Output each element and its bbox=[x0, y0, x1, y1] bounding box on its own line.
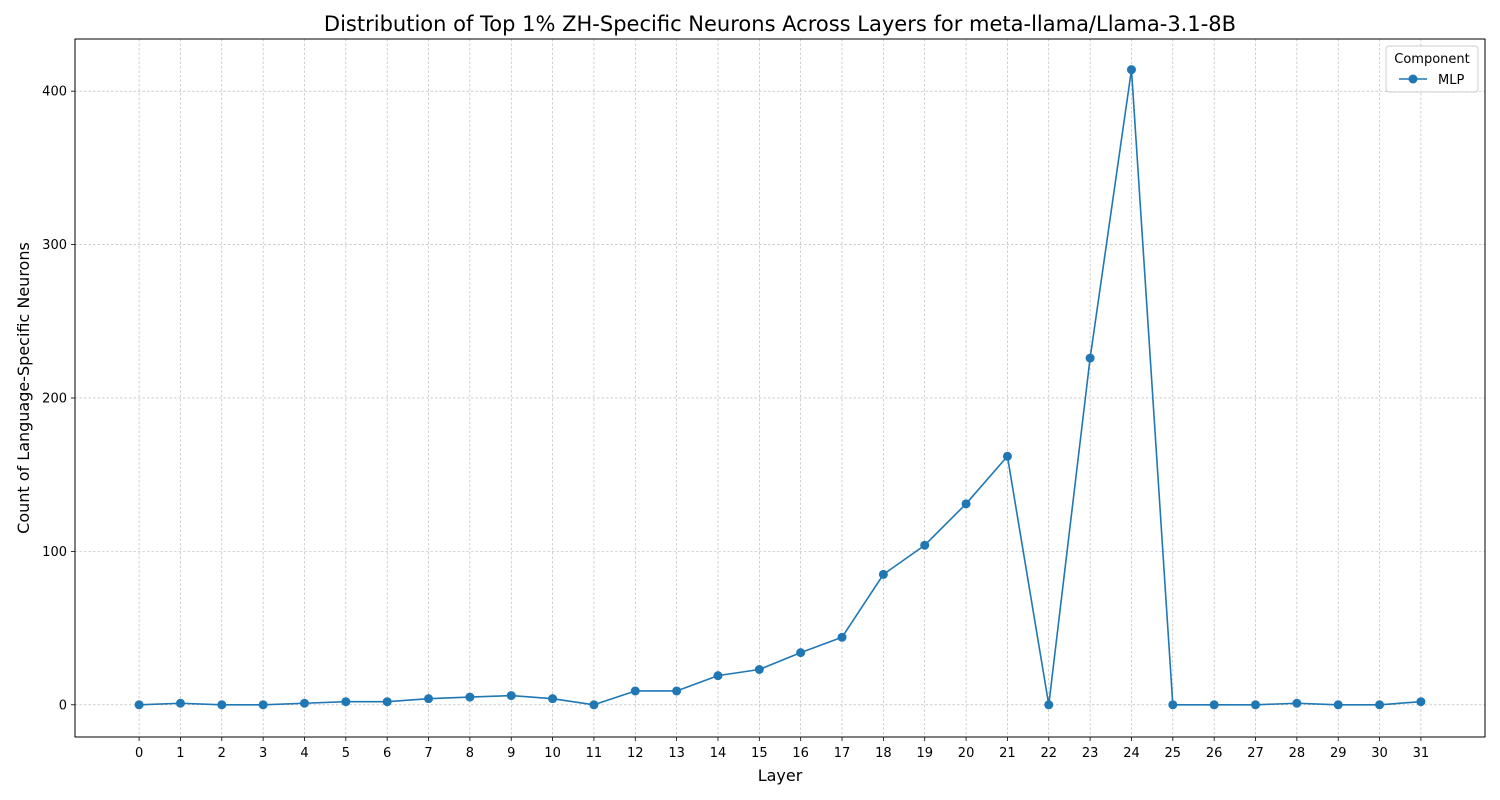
x-tick-label: 29 bbox=[1330, 746, 1347, 761]
data-point bbox=[217, 700, 227, 710]
x-tick-label: 19 bbox=[916, 746, 933, 761]
x-tick-label: 10 bbox=[544, 746, 561, 761]
x-tick-label: 11 bbox=[586, 746, 603, 761]
x-tick-label: 30 bbox=[1371, 746, 1388, 761]
x-tick-label: 0 bbox=[135, 746, 143, 761]
data-point bbox=[465, 692, 475, 702]
y-tick-label: 100 bbox=[42, 545, 67, 560]
y-tick-label: 400 bbox=[42, 85, 67, 100]
x-tick-label: 18 bbox=[875, 746, 892, 761]
x-tick-label: 28 bbox=[1289, 746, 1306, 761]
x-tick-label: 2 bbox=[218, 746, 226, 761]
grid bbox=[75, 39, 1485, 737]
x-tick-label: 21 bbox=[999, 746, 1016, 761]
data-point bbox=[134, 700, 144, 710]
data-point bbox=[1333, 700, 1343, 710]
x-tick-label: 23 bbox=[1082, 746, 1099, 761]
data-point bbox=[1085, 353, 1095, 363]
y-tick-label: 300 bbox=[42, 238, 67, 253]
data-point bbox=[713, 671, 723, 681]
x-tick-label: 3 bbox=[259, 746, 267, 761]
x-tick-label: 12 bbox=[627, 746, 644, 761]
x-tick-label: 4 bbox=[300, 746, 308, 761]
x-tick-label: 17 bbox=[834, 746, 851, 761]
data-point bbox=[1292, 698, 1302, 708]
legend: Component MLP bbox=[1385, 45, 1479, 93]
data-point bbox=[589, 700, 599, 710]
x-tick-label: 27 bbox=[1247, 746, 1264, 761]
x-tick-label: 5 bbox=[342, 746, 350, 761]
data-point bbox=[1126, 65, 1136, 75]
data-point bbox=[506, 691, 516, 701]
legend-title: Component bbox=[1394, 52, 1469, 67]
data-point bbox=[796, 648, 806, 658]
series-line-mlp bbox=[139, 68, 1421, 706]
x-tick-label: 25 bbox=[1165, 746, 1182, 761]
x-tick-label: 13 bbox=[668, 746, 685, 761]
series-layer bbox=[134, 65, 1426, 710]
x-tick-label: 24 bbox=[1123, 746, 1140, 761]
x-axis-label: Layer bbox=[758, 766, 803, 785]
data-point bbox=[837, 632, 847, 642]
data-point bbox=[1002, 451, 1012, 461]
data-point bbox=[1209, 700, 1219, 710]
x-tick-label: 14 bbox=[710, 746, 727, 761]
x-tick-label: 26 bbox=[1206, 746, 1223, 761]
legend-marker bbox=[1408, 74, 1418, 84]
x-tick-label: 9 bbox=[507, 746, 515, 761]
data-point bbox=[1375, 700, 1385, 710]
x-tick-label: 20 bbox=[958, 746, 975, 761]
data-point bbox=[1416, 697, 1426, 707]
x-tick-label: 22 bbox=[1040, 746, 1057, 761]
x-tick-label: 7 bbox=[424, 746, 432, 761]
data-point bbox=[175, 698, 185, 708]
data-point bbox=[920, 540, 930, 550]
data-point bbox=[299, 698, 309, 708]
chart-title: Distribution of Top 1% ZH-Specific Neuro… bbox=[324, 12, 1236, 36]
data-point bbox=[1168, 700, 1178, 710]
y-tick-label: 200 bbox=[42, 391, 67, 406]
x-tick-label: 8 bbox=[466, 746, 474, 761]
data-point bbox=[548, 694, 558, 704]
x-tick-label: 1 bbox=[176, 746, 184, 761]
data-point bbox=[630, 686, 640, 696]
x-tick-label: 16 bbox=[792, 746, 809, 761]
data-point bbox=[672, 686, 682, 696]
y-tick-label: 0 bbox=[59, 698, 67, 713]
data-point bbox=[258, 700, 268, 710]
y-axis-label: Count of Language-Specific Neurons bbox=[14, 242, 33, 534]
x-tick-label: 6 bbox=[383, 746, 391, 761]
legend-label-mlp: MLP bbox=[1438, 73, 1464, 88]
y-axis-ticks: 0 100 200 300 400 bbox=[42, 85, 75, 713]
data-point bbox=[878, 569, 888, 579]
x-tick-label: 15 bbox=[751, 746, 768, 761]
data-point bbox=[961, 499, 971, 509]
data-point bbox=[754, 665, 764, 675]
data-point bbox=[1251, 700, 1261, 710]
data-point bbox=[382, 697, 392, 707]
x-tick-label: 31 bbox=[1413, 746, 1430, 761]
data-point bbox=[424, 694, 434, 704]
data-point bbox=[341, 697, 351, 707]
x-axis-ticks: 0 1 2 3 4 5 6 7 8 9 10 11 12 13 14 15 16 17 18 19 20 21 22 23 24… bbox=[135, 737, 1429, 761]
data-point bbox=[1044, 700, 1054, 710]
plot-frame bbox=[74, 38, 1486, 738]
